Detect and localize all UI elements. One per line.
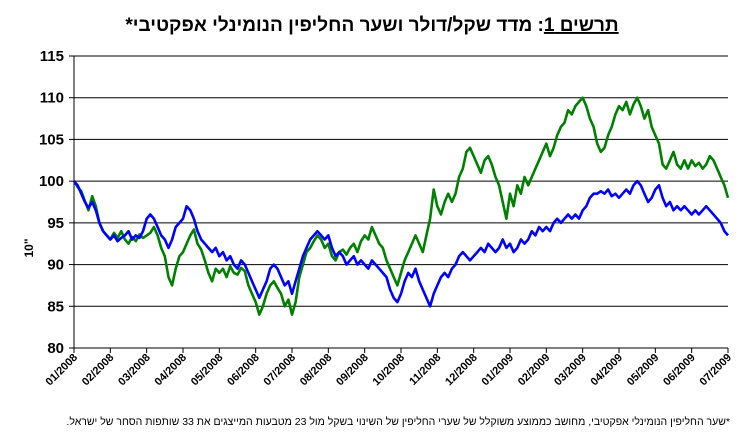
y-tick-label: 110	[40, 90, 64, 107]
x-tick-label: 03/2009	[552, 352, 589, 389]
x-tick-label: 04/2008	[153, 352, 190, 389]
x-tick-label: 08/2008	[298, 352, 335, 389]
gridlines	[69, 55, 728, 349]
y-tick-label: 100	[39, 173, 64, 190]
series-layer	[72, 96, 730, 316]
x-tick-label: 05/2008	[189, 352, 226, 389]
x-tick-label: 01/2008	[44, 352, 81, 389]
x-tick-label: 01/2009	[480, 352, 517, 389]
x-tick-label: 12/2008	[443, 352, 480, 389]
x-tick-label: 02/2009	[516, 352, 553, 389]
svg-text:תרשים 1: מדד שקל/דולר ושער החל: תרשים 1: מדד שקל/דולר ושער החליפין הנומי…	[125, 15, 618, 36]
title-rest: : מדד שקל/דולר ושער החליפין הנומינלי אפק…	[125, 15, 544, 36]
x-tick-label: 06/2009	[661, 352, 698, 389]
x-tick-label: 07/2008	[262, 352, 299, 389]
x-tick-label: 02/2008	[80, 352, 117, 389]
y-tick-label: 80	[47, 340, 64, 357]
y-tick-label: 105	[39, 131, 64, 148]
footnote: *שער החליפין הנומינלי אפקטיבי, מחושב כממ…	[66, 416, 730, 428]
y-tick-label: 115	[40, 48, 64, 65]
x-tick-label: 11/2008	[407, 352, 443, 388]
x-tick-label: 09/2008	[334, 352, 371, 389]
y-tick-labels: 80 85 90 95 100 105 110 115	[39, 48, 64, 357]
x-tick-label: 06/2008	[225, 352, 262, 389]
y-tick-label: 90	[47, 257, 64, 274]
y-tick-label: 85	[47, 298, 64, 315]
chart-title: תרשים 1: מדד שקל/דולר ושער החליפין הנומי…	[125, 15, 618, 36]
title-prefix: תרשים 1	[544, 15, 619, 36]
x-tick-labels: 01/2008 02/2008 03/2008 04/2008 05/2008 06/20…	[44, 352, 735, 389]
y-axis-label: 10"	[22, 238, 36, 257]
x-tick-label: 10/2008	[371, 352, 408, 389]
series-line-1	[73, 179, 729, 308]
x-tick-label: 07/2009	[698, 352, 735, 389]
x-tick-label: 05/2009	[625, 352, 662, 389]
y-tick-label: 95	[47, 215, 64, 232]
axes	[73, 56, 729, 353]
series-line-0	[72, 96, 730, 316]
x-tick-label: 04/2009	[589, 352, 626, 389]
x-tick-label: 03/2008	[116, 352, 153, 389]
